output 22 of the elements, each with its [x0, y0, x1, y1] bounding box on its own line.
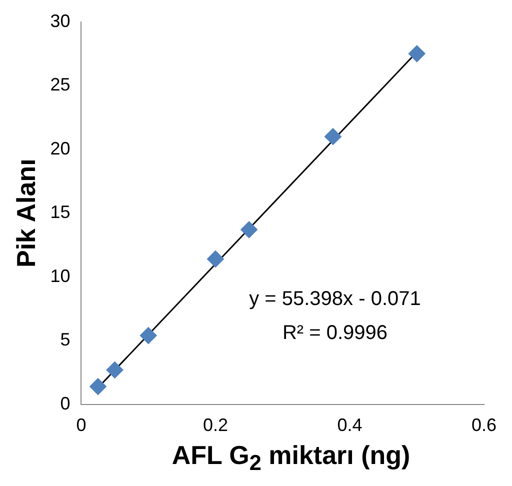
annotation: R² = 0.9996: [282, 322, 388, 344]
x-tick-label: 0.2: [202, 415, 228, 436]
point: [240, 221, 258, 238]
y-tick-label: 10: [50, 266, 70, 286]
point: [90, 378, 107, 396]
y-tick-label: 20: [50, 138, 70, 158]
x-axis-title: AFL G$_{2}$ miktarı (ng): [170, 440, 412, 476]
y-axis-title: Pik Alanı: [10, 158, 41, 268]
point: [408, 45, 426, 62]
y-tick-label: 25: [50, 74, 70, 95]
y-tick-label: 5: [60, 330, 70, 350]
annotation: y = 55.398x - 0.071: [249, 288, 421, 310]
y-tick-label: 15: [50, 202, 70, 222]
point: [206, 250, 224, 268]
x-tick-label: 0.4: [337, 415, 362, 436]
y-tick-label: 30: [50, 10, 70, 31]
point: [106, 361, 124, 378]
x-tick-label: 0.6: [471, 415, 497, 436]
point: [140, 327, 157, 344]
x-tick-label: 0: [76, 415, 86, 436]
y-tick-label: 0: [60, 393, 70, 414]
point: [324, 128, 342, 146]
